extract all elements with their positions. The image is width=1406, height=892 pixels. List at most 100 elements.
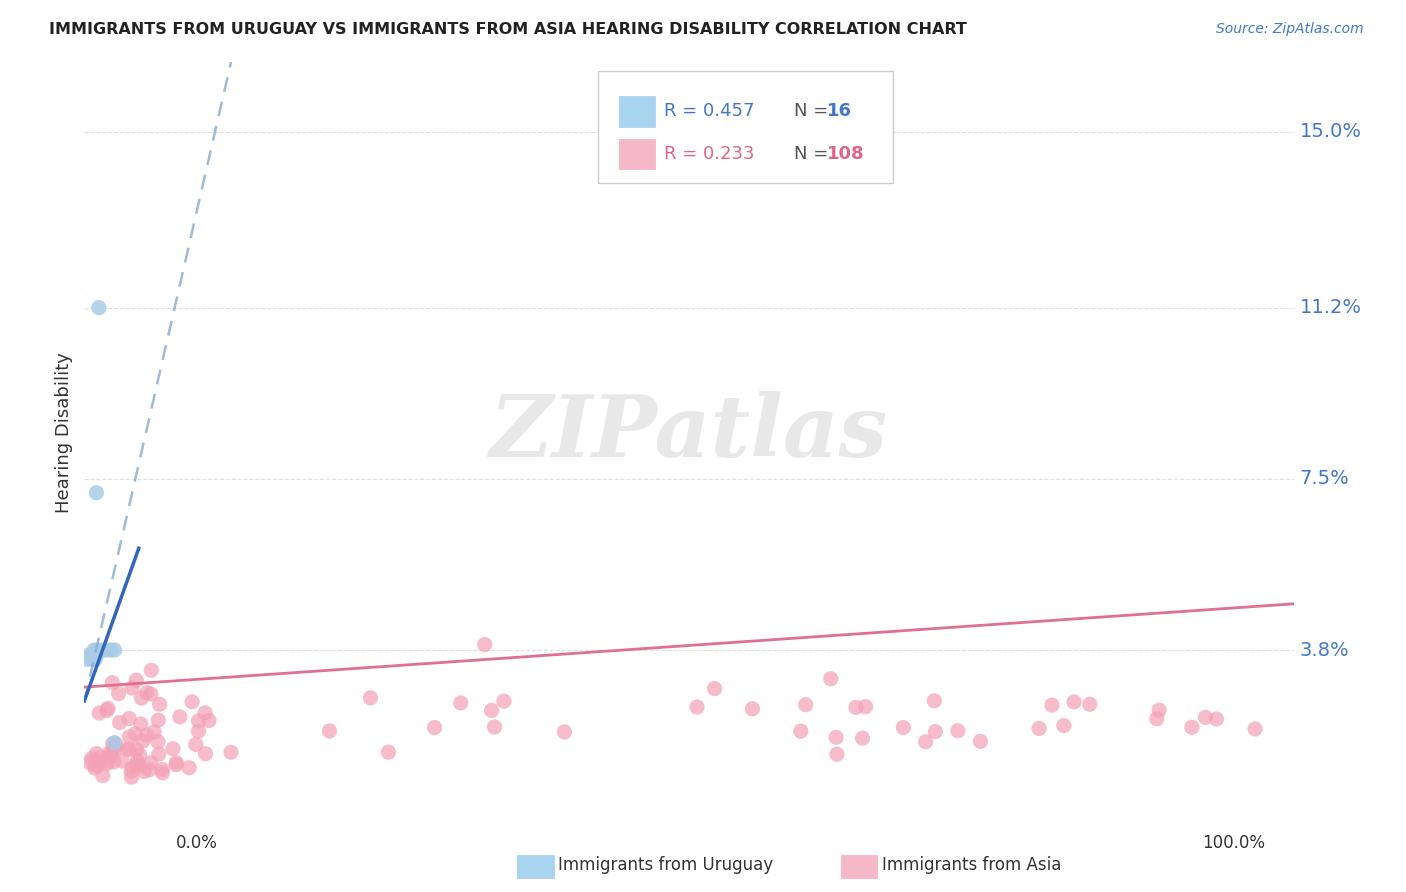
- Point: [1063, 695, 1085, 709]
- Point: [139, 756, 162, 770]
- Point: [118, 730, 141, 744]
- Point: [1053, 718, 1076, 732]
- Point: [101, 675, 124, 690]
- Point: [1181, 720, 1204, 734]
- Point: [1078, 698, 1101, 712]
- Point: [135, 685, 157, 699]
- Point: [135, 728, 157, 742]
- Point: [107, 687, 129, 701]
- Point: [1146, 712, 1168, 726]
- Point: [1194, 710, 1216, 724]
- Point: [914, 735, 936, 749]
- Point: [360, 690, 382, 705]
- Point: [474, 638, 496, 652]
- Point: [484, 720, 506, 734]
- Point: [148, 713, 170, 727]
- Point: [91, 769, 114, 783]
- Point: [150, 763, 173, 777]
- Text: 100.0%: 100.0%: [1202, 834, 1265, 852]
- Point: [104, 643, 127, 657]
- Y-axis label: Hearing Disability: Hearing Disability: [55, 352, 73, 513]
- Point: [924, 724, 946, 739]
- Point: [825, 747, 848, 762]
- Point: [177, 761, 200, 775]
- Point: [165, 757, 187, 772]
- Point: [121, 761, 143, 775]
- Point: [83, 761, 105, 775]
- Point: [852, 731, 875, 745]
- Point: [125, 758, 148, 772]
- Point: [108, 715, 131, 730]
- Point: [138, 763, 160, 777]
- Point: [111, 754, 134, 768]
- Point: [94, 643, 117, 657]
- Point: [118, 742, 141, 756]
- Point: [105, 738, 128, 752]
- Point: [1028, 722, 1050, 736]
- Text: Immigrants from Uruguay: Immigrants from Uruguay: [558, 856, 773, 874]
- Point: [127, 754, 149, 768]
- Point: [686, 700, 709, 714]
- Point: [100, 643, 122, 657]
- Text: IMMIGRANTS FROM URUGUAY VS IMMIGRANTS FROM ASIA HEARING DISABILITY CORRELATION C: IMMIGRANTS FROM URUGUAY VS IMMIGRANTS FR…: [49, 22, 967, 37]
- Point: [162, 741, 184, 756]
- Point: [141, 663, 163, 677]
- Point: [165, 756, 187, 770]
- Text: 7.5%: 7.5%: [1299, 469, 1350, 489]
- Point: [84, 758, 107, 772]
- Text: 16: 16: [827, 103, 852, 120]
- Point: [553, 725, 575, 739]
- Point: [187, 714, 209, 728]
- Point: [97, 701, 120, 715]
- Point: [128, 748, 150, 763]
- Point: [80, 751, 103, 765]
- Point: [318, 723, 340, 738]
- Point: [86, 747, 108, 761]
- Point: [84, 652, 107, 666]
- Point: [89, 706, 111, 720]
- Point: [377, 745, 399, 759]
- Point: [855, 699, 877, 714]
- Point: [790, 724, 813, 739]
- Point: [86, 643, 108, 657]
- Point: [1147, 703, 1170, 717]
- Point: [91, 643, 114, 657]
- Point: [131, 691, 153, 706]
- Text: R = 0.457: R = 0.457: [664, 103, 754, 120]
- Point: [198, 714, 221, 728]
- Point: [132, 734, 155, 748]
- Point: [118, 711, 141, 725]
- Point: [492, 694, 515, 708]
- Point: [1205, 712, 1227, 726]
- Point: [794, 698, 817, 712]
- Point: [129, 717, 152, 731]
- Point: [825, 731, 848, 745]
- Point: [79, 756, 101, 770]
- Point: [148, 698, 170, 712]
- Text: ZIPatlas: ZIPatlas: [489, 391, 889, 475]
- Point: [83, 643, 105, 657]
- Point: [90, 750, 112, 764]
- Point: [423, 721, 446, 735]
- Point: [703, 681, 725, 696]
- Point: [80, 652, 103, 666]
- Point: [96, 703, 118, 717]
- Point: [87, 301, 110, 315]
- Text: N =: N =: [794, 145, 828, 163]
- Point: [946, 723, 969, 738]
- Point: [184, 738, 207, 752]
- Point: [98, 746, 121, 760]
- Point: [120, 764, 142, 779]
- Text: 108: 108: [827, 145, 865, 163]
- Point: [103, 739, 125, 754]
- Point: [103, 743, 125, 757]
- Point: [86, 485, 108, 500]
- Point: [104, 736, 127, 750]
- Point: [139, 687, 162, 701]
- Text: 3.8%: 3.8%: [1299, 640, 1350, 659]
- Point: [82, 648, 104, 662]
- Point: [125, 742, 148, 756]
- Point: [87, 643, 110, 657]
- Point: [845, 700, 868, 714]
- Point: [101, 737, 124, 751]
